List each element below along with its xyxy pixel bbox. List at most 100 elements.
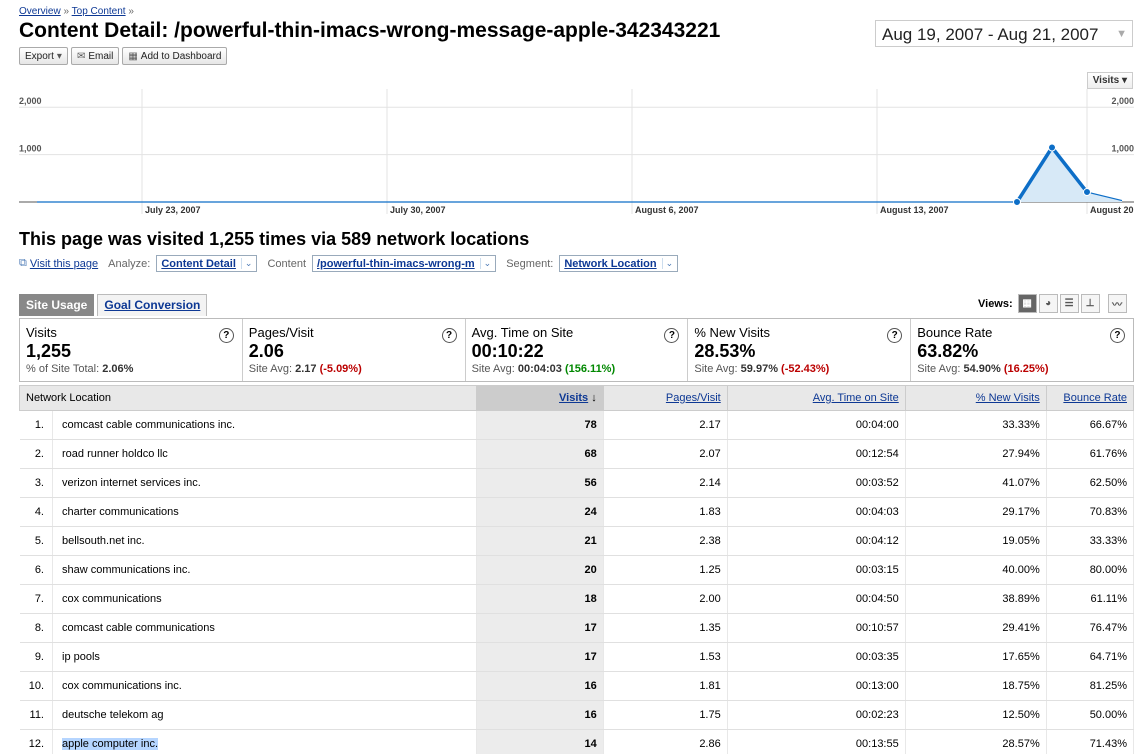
scorecard-bounce-rate: Bounce Rate 63.82% Site Avg: 54.90% (16.… (911, 319, 1133, 381)
help-icon[interactable]: ? (664, 328, 680, 343)
column-header-avg-time[interactable]: Avg. Time on Site (726, 385, 906, 411)
breadcrumb-separator: » (128, 6, 134, 17)
email-label: Email (88, 50, 114, 62)
row-index: 3. (19, 468, 53, 498)
table-header-row: Network Location Visits ↓ Pages/Visit Av… (19, 385, 1135, 411)
scorecard-delta: (-52.43%) (781, 363, 830, 375)
pages-visit-cell: 1.75 (603, 700, 728, 730)
avg-time-cell: 00:04:12 (727, 526, 906, 556)
network-location-label[interactable]: verizon internet services inc. (62, 477, 201, 489)
analyze-dropdown[interactable]: Content Detail ⌄ (156, 255, 258, 272)
export-button[interactable]: Export ▾ (19, 47, 68, 65)
new-visits-cell: 18.75% (905, 671, 1047, 701)
visits-cell: 56 (476, 468, 604, 498)
sort-arrow-down-icon: ↓ (591, 392, 597, 404)
help-icon[interactable]: ? (1109, 328, 1125, 343)
breadcrumb-overview-link[interactable]: Overview (19, 6, 61, 17)
help-icon[interactable]: ? (218, 328, 234, 343)
bounce-rate-cell: 66.67% (1046, 410, 1135, 440)
new-visits-cell: 40.00% (905, 555, 1047, 585)
column-header-new-visits[interactable]: % New Visits (904, 385, 1047, 411)
page-title: Content Detail: /powerful-thin-imacs-wro… (19, 19, 721, 42)
segment-dropdown[interactable]: Network Location ⌄ (559, 255, 679, 272)
network-location-label[interactable]: ip pools (62, 651, 100, 663)
table-row[interactable]: 7. cox communications 18 2.00 00:04:50 38.89%… (19, 584, 1135, 614)
scorecard-sub-label: Site Avg: (471, 363, 515, 375)
network-location-label[interactable]: cox communications (62, 593, 162, 605)
table-row[interactable]: 12. apple computer inc. 14 2.86 00:13:55 28.5… (19, 729, 1135, 754)
visits-cell: 24 (476, 497, 604, 527)
column-header-visits[interactable]: Visits ↓ (475, 385, 604, 411)
network-location-name: road runner holdco llc (52, 439, 477, 469)
table-row[interactable]: 10. cox communications inc. 16 1.81 00:13:00… (19, 671, 1135, 701)
bounce-rate-cell: 80.00% (1046, 555, 1135, 585)
network-location-label[interactable]: bellsouth.net inc. (62, 535, 145, 547)
table-row[interactable]: 1. comcast cable communications inc. 78 2.1… (19, 410, 1135, 440)
chevron-down-icon: ⌄ (661, 258, 673, 269)
visits-cell: 21 (476, 526, 604, 556)
table-row[interactable]: 4. charter communications 24 1.83 00:04:03 29… (19, 497, 1135, 527)
pivot-view-icon[interactable]: 〰 (1107, 294, 1127, 313)
table-row[interactable]: 2. road runner holdco llc 68 2.07 00:12:54 27… (19, 439, 1135, 469)
network-location-label[interactable]: shaw communications inc. (62, 564, 191, 576)
table-row[interactable]: 11. deutsche telekom ag 16 1.75 00:02:23 12.5… (19, 700, 1135, 730)
sort-avg-time-link[interactable]: Avg. Time on Site (812, 392, 899, 404)
date-range-label: Aug 19, 2007 - Aug 21, 2007 (882, 25, 1099, 44)
scorecard-sub: Site Avg: 59.97% (-52.43%) (694, 363, 904, 375)
network-location-label[interactable]: deutsche telekom ag (62, 709, 164, 721)
help-icon[interactable]: ? (441, 328, 457, 343)
new-visits-cell: 12.50% (905, 700, 1047, 730)
help-icon[interactable]: ? (887, 328, 903, 343)
network-location-label[interactable]: comcast cable communications inc. (62, 419, 236, 431)
visit-this-page-link[interactable]: Visit this page (29, 257, 99, 270)
network-location-label[interactable]: apple computer inc. (62, 738, 158, 750)
visits-cell: 17 (476, 613, 604, 643)
scorecard-sub-value: 00:04:03 (517, 363, 562, 375)
network-location-label[interactable]: road runner holdco llc (62, 448, 168, 460)
column-header-bounce-rate[interactable]: Bounce Rate (1045, 385, 1135, 411)
data-point (1048, 143, 1056, 152)
row-index: 5. (19, 526, 53, 556)
graph-metric-selector[interactable]: Visits ▾ (1086, 72, 1133, 89)
network-location-label[interactable]: comcast cable communications (62, 622, 215, 634)
pie-view-icon[interactable]: ◕ (1038, 294, 1058, 313)
date-range-picker[interactable]: Aug 19, 2007 - Aug 21, 2007 ▼ (875, 20, 1133, 47)
toolbar: Export ▾ ✉ Email ▦ Add to Dashboard (19, 47, 228, 65)
pages-visit-cell: 2.14 (603, 468, 728, 498)
table-row[interactable]: 6. shaw communications inc. 20 1.25 00:03:15… (19, 555, 1135, 585)
comparison-view-icon[interactable]: ⊥ (1080, 294, 1100, 313)
tab-goal-conversion[interactable]: Goal Conversion (97, 294, 208, 316)
sort-bounce-rate-link[interactable]: Bounce Rate (1063, 392, 1127, 404)
network-location-name: comcast cable communications inc. (52, 410, 477, 440)
email-button[interactable]: ✉ Email (70, 47, 120, 65)
scorecard-avg-time: Avg. Time on Site 00:10:22 Site Avg: 00:… (466, 319, 689, 381)
bounce-rate-cell: 81.25% (1046, 671, 1135, 701)
network-location-name: apple computer inc. (52, 729, 477, 754)
sort-new-visits-link[interactable]: % New Visits (975, 392, 1040, 404)
breadcrumb-top-content-link[interactable]: Top Content (71, 6, 126, 17)
sort-visits-link[interactable]: Visits (559, 392, 589, 404)
scorecard-visits: Visits 1,255 % of Site Total: 2.06% ? (20, 319, 243, 381)
new-visits-cell: 41.07% (905, 468, 1047, 498)
row-index: 8. (19, 613, 53, 643)
network-location-label[interactable]: charter communications (62, 506, 179, 518)
table-row[interactable]: 3. verizon internet services inc. 56 2.14 00… (19, 468, 1135, 498)
column-header-pages-visit[interactable]: Pages/Visit (602, 385, 728, 411)
scorecard-sub: Site Avg: 54.90% (16.25%) (917, 363, 1127, 375)
network-location-label[interactable]: cox communications inc. (62, 680, 182, 692)
data-point (1083, 188, 1091, 197)
visits-line-chart: 2,000 2,000 1,000 1,000 July 23, 2007 July 30… (19, 89, 1134, 215)
visits-cell: 14 (476, 729, 604, 754)
sort-pages-visit-link[interactable]: Pages/Visit (665, 392, 721, 404)
table-row[interactable]: 5. bellsouth.net inc. 21 2.38 00:04:12 19.05%… (19, 526, 1135, 556)
table-row[interactable]: 9. ip pools 17 1.53 00:03:35 17.65% 64.71% (19, 642, 1135, 672)
visits-cell: 16 (476, 671, 604, 701)
tab-site-usage[interactable]: Site Usage (19, 294, 95, 316)
add-to-dashboard-button[interactable]: ▦ Add to Dashboard (122, 47, 228, 65)
scorecard-title: % New Visits (694, 325, 771, 340)
bar-view-icon[interactable]: ☰ (1059, 294, 1079, 313)
chevron-down-icon: ⌄ (479, 258, 491, 269)
table-view-icon[interactable]: ▦ (1017, 294, 1037, 313)
content-dropdown[interactable]: /powerful-thin-imacs-wrong-m ⌄ (312, 255, 497, 272)
table-row[interactable]: 8. comcast cable communications 17 1.35 00:1… (19, 613, 1135, 643)
